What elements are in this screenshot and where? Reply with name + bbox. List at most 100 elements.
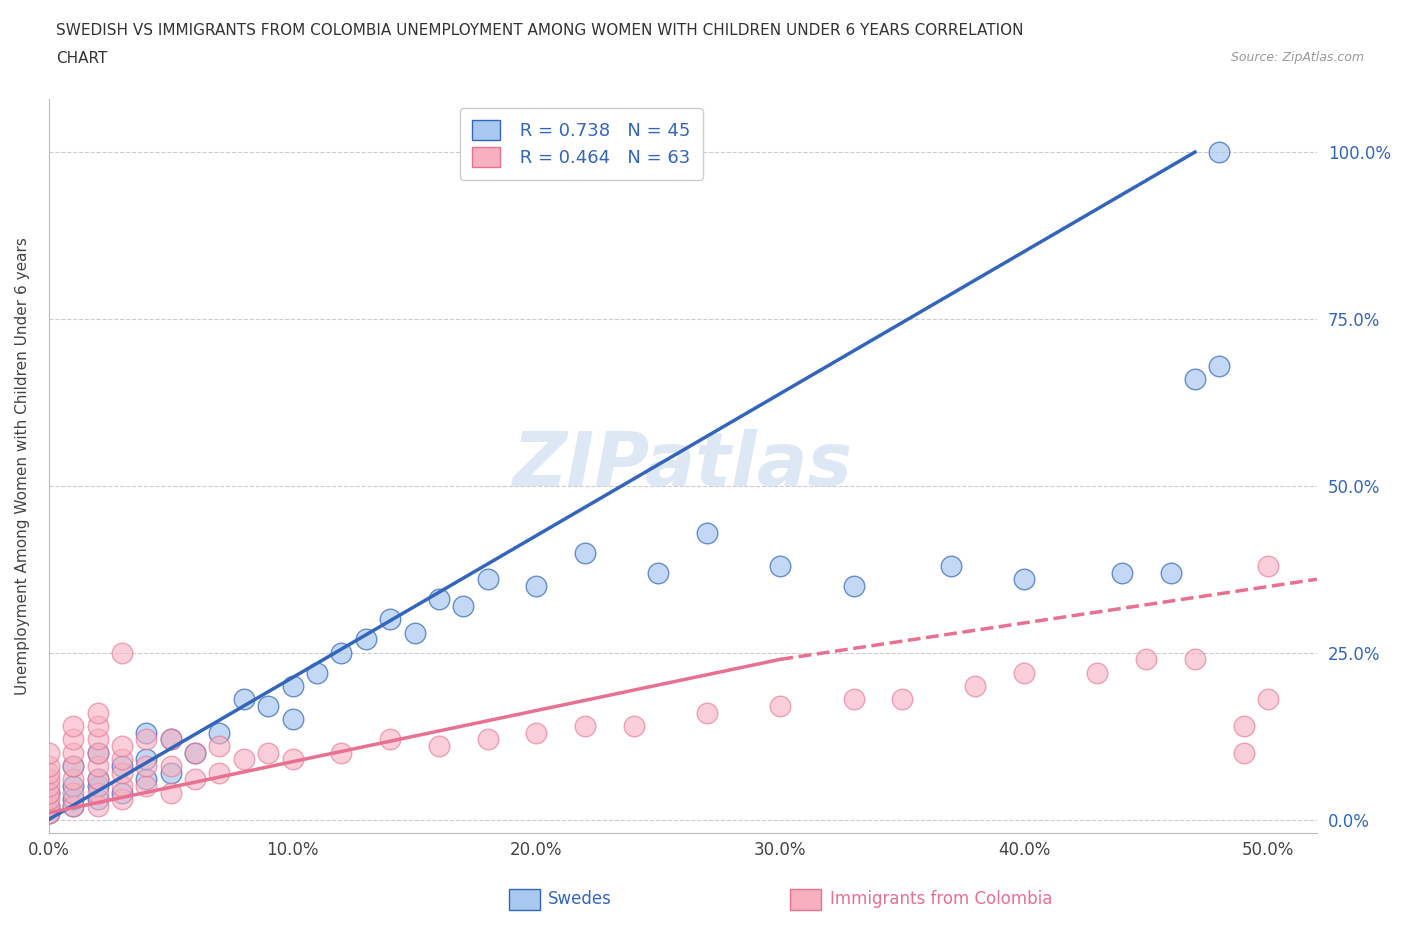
Point	[380, 612, 402, 627]
Text: Immigrants from Colombia: Immigrants from Colombia	[830, 890, 1052, 909]
Point	[135, 752, 157, 767]
Point	[281, 752, 304, 767]
Point	[404, 625, 426, 640]
Point	[208, 725, 231, 740]
Point	[159, 732, 181, 747]
Point	[86, 719, 108, 734]
Point	[1208, 358, 1230, 373]
Point	[696, 525, 718, 540]
Point	[62, 799, 84, 814]
Point	[623, 719, 645, 734]
Point	[647, 565, 669, 580]
Point	[453, 599, 475, 614]
Point	[1257, 692, 1279, 707]
Text: SWEDISH VS IMMIGRANTS FROM COLOMBIA UNEMPLOYMENT AMONG WOMEN WITH CHILDREN UNDER: SWEDISH VS IMMIGRANTS FROM COLOMBIA UNEM…	[56, 23, 1024, 38]
Point	[1233, 719, 1256, 734]
Point	[257, 698, 280, 713]
Point	[477, 732, 499, 747]
Point	[305, 665, 328, 680]
Point	[111, 752, 134, 767]
Point	[574, 545, 596, 560]
Point	[1208, 145, 1230, 160]
Point	[111, 738, 134, 753]
Point	[1135, 652, 1157, 667]
Point	[477, 572, 499, 587]
Point	[38, 799, 60, 814]
Point	[330, 745, 353, 760]
Point	[62, 778, 84, 793]
Point	[86, 759, 108, 774]
Point	[1111, 565, 1133, 580]
Point	[111, 785, 134, 800]
Point	[159, 759, 181, 774]
Point	[135, 772, 157, 787]
Point	[159, 732, 181, 747]
Point	[281, 712, 304, 727]
Point	[38, 785, 60, 800]
Point	[111, 778, 134, 793]
Point	[38, 799, 60, 814]
Point	[184, 745, 207, 760]
Point	[111, 759, 134, 774]
Y-axis label: Unemployment Among Women with Children Under 6 years: Unemployment Among Women with Children U…	[15, 237, 30, 695]
Point	[135, 732, 157, 747]
Point	[891, 692, 914, 707]
Point	[38, 805, 60, 820]
Point	[86, 732, 108, 747]
Point	[86, 799, 108, 814]
Point	[111, 645, 134, 660]
Point	[427, 591, 450, 606]
Point	[1233, 745, 1256, 760]
Point	[62, 732, 84, 747]
Point	[354, 631, 377, 646]
Text: Swedes: Swedes	[548, 890, 612, 909]
Point	[111, 792, 134, 807]
Point	[62, 785, 84, 800]
Point	[38, 785, 60, 800]
Point	[281, 679, 304, 694]
Point	[842, 692, 865, 707]
Point	[135, 759, 157, 774]
Point	[769, 558, 792, 573]
Point	[257, 745, 280, 760]
Point	[380, 732, 402, 747]
Point	[208, 765, 231, 780]
Legend:  R = 0.738   N = 45,  R = 0.464   N = 63: R = 0.738 N = 45, R = 0.464 N = 63	[460, 108, 703, 180]
Text: CHART: CHART	[56, 51, 108, 66]
Point	[1012, 665, 1035, 680]
Point	[86, 772, 108, 787]
Point	[62, 799, 84, 814]
Point	[232, 752, 254, 767]
Point	[111, 765, 134, 780]
Point	[526, 725, 548, 740]
Point	[574, 719, 596, 734]
Point	[184, 745, 207, 760]
Point	[842, 578, 865, 593]
Text: Source: ZipAtlas.com: Source: ZipAtlas.com	[1230, 51, 1364, 64]
Point	[1184, 372, 1206, 387]
Point	[939, 558, 962, 573]
Point	[135, 778, 157, 793]
Point	[1160, 565, 1182, 580]
Point	[38, 778, 60, 793]
Point	[62, 745, 84, 760]
Point	[62, 772, 84, 787]
Point	[427, 738, 450, 753]
Point	[1257, 558, 1279, 573]
Point	[159, 785, 181, 800]
Point	[769, 698, 792, 713]
Point	[86, 745, 108, 760]
Point	[1012, 572, 1035, 587]
Point	[86, 772, 108, 787]
Point	[208, 738, 231, 753]
Point	[135, 725, 157, 740]
Point	[62, 792, 84, 807]
Point	[62, 719, 84, 734]
Point	[86, 745, 108, 760]
Point	[38, 772, 60, 787]
Point	[965, 679, 987, 694]
Text: ZIPatlas: ZIPatlas	[513, 430, 853, 502]
Point	[184, 772, 207, 787]
Point	[38, 765, 60, 780]
Point	[232, 692, 254, 707]
